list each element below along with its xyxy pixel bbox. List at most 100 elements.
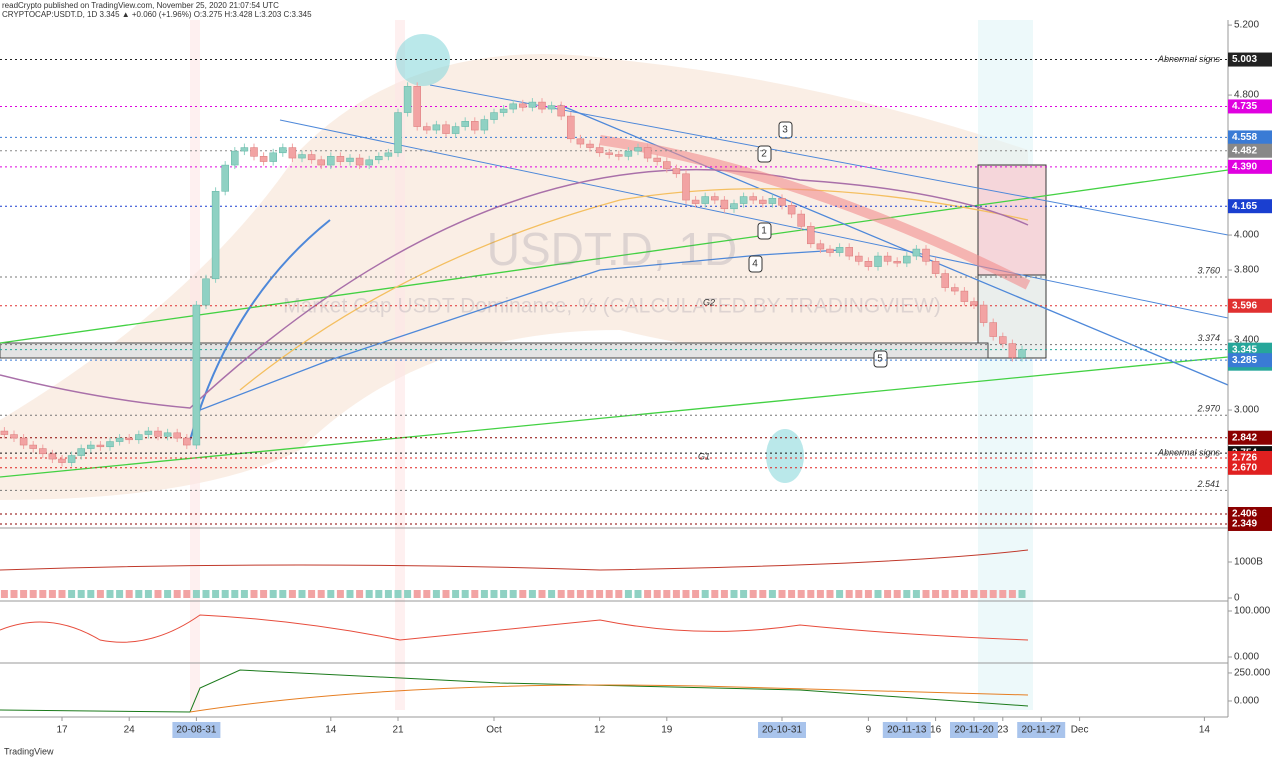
candle xyxy=(979,304,988,323)
volume-bar xyxy=(471,590,479,598)
volume-bar xyxy=(116,590,124,598)
footer-brand: TradingView xyxy=(4,746,54,756)
candle xyxy=(317,159,325,166)
candle xyxy=(547,105,556,110)
candle xyxy=(711,196,719,201)
candle xyxy=(384,152,393,157)
volume-bar xyxy=(423,590,431,598)
volume-bar xyxy=(375,590,383,598)
callout-label: 2 xyxy=(761,149,767,160)
candle xyxy=(365,159,373,166)
price-badge xyxy=(1228,130,1272,145)
volume-bar xyxy=(711,590,719,598)
volume-bar xyxy=(912,590,920,598)
volume-bar xyxy=(576,590,584,598)
volume-bar xyxy=(548,590,556,598)
candle xyxy=(615,154,623,157)
candle xyxy=(634,147,642,152)
volume-bar xyxy=(39,590,47,598)
candle xyxy=(231,150,239,166)
volume-ma xyxy=(0,549,1029,571)
volume-bar xyxy=(970,590,978,598)
candle xyxy=(173,432,181,439)
pane-tick-label: 100.000 xyxy=(1234,606,1271,617)
volume-bar xyxy=(759,590,767,598)
level-name: Abnormal signs xyxy=(1157,447,1221,457)
volume-bar xyxy=(500,590,508,598)
price-badge xyxy=(1228,353,1272,368)
price-badge-label: 4.735 xyxy=(1232,101,1257,112)
y-tick-label: 3.400 xyxy=(1234,335,1259,346)
volume-bar xyxy=(317,590,325,598)
candle xyxy=(451,126,460,134)
volume-bar xyxy=(394,590,402,598)
volume-bar xyxy=(10,590,18,598)
pane-tick-label: 250.000 xyxy=(1234,668,1271,679)
price-badge xyxy=(1228,430,1272,445)
candle xyxy=(749,196,757,201)
volume-bar xyxy=(298,590,306,598)
candle xyxy=(989,322,997,337)
volume-bar xyxy=(749,590,757,598)
x-tick-label: Dec xyxy=(1071,725,1089,736)
volume-bar xyxy=(1018,590,1026,598)
candle xyxy=(605,152,613,155)
volume-bar xyxy=(692,590,700,598)
candle xyxy=(106,441,114,448)
callout-label: 4 xyxy=(752,259,758,270)
candle xyxy=(576,138,585,145)
candle xyxy=(567,115,575,140)
price-badge-label: 3.596 xyxy=(1232,300,1257,311)
candle xyxy=(691,199,700,204)
volume-bar xyxy=(221,590,229,598)
candle xyxy=(759,199,767,204)
volume-bar xyxy=(653,590,661,598)
candle xyxy=(682,173,690,201)
date-badge xyxy=(1017,722,1066,738)
price-badge-label: 2.406 xyxy=(1232,509,1257,520)
candle xyxy=(87,444,95,449)
volume-bar xyxy=(432,590,440,598)
x-tick-label: 14 xyxy=(325,725,337,736)
price-badge xyxy=(1228,298,1272,313)
volume-bar xyxy=(452,590,460,598)
volume-bar xyxy=(308,590,316,598)
volume-bar xyxy=(1008,590,1016,598)
candle xyxy=(643,147,652,159)
candle xyxy=(115,437,124,442)
volume-bar xyxy=(730,590,738,598)
candle xyxy=(394,112,402,154)
volume-bar xyxy=(903,590,911,598)
volume-bar xyxy=(336,590,344,598)
volume-bar xyxy=(96,590,104,598)
annotation: G2 xyxy=(703,297,715,307)
volume-bar xyxy=(346,590,354,598)
date-badge xyxy=(172,722,221,738)
candle xyxy=(259,156,268,162)
volume-bar xyxy=(48,590,56,598)
volume-bar xyxy=(404,590,412,598)
price-badge-label: 3.345 xyxy=(1232,344,1257,355)
price-badge-label: 5.003 xyxy=(1232,54,1257,65)
level-name: Abnormal signs xyxy=(1157,54,1221,64)
volume-bar xyxy=(68,590,76,598)
callouts xyxy=(748,121,888,368)
candle xyxy=(509,103,517,110)
pane-tick-label: 0 xyxy=(1234,593,1240,604)
candle xyxy=(672,168,681,175)
watermark-symbol: USDT.D, 1D xyxy=(487,223,737,275)
volume-bar xyxy=(768,590,776,598)
candle xyxy=(10,434,18,439)
level-label: 2.970 xyxy=(1196,404,1220,414)
candle xyxy=(413,86,421,127)
volume-bar xyxy=(183,590,191,598)
candle xyxy=(336,156,345,162)
callout-label: 5 xyxy=(877,354,883,365)
candle xyxy=(787,205,796,215)
candle xyxy=(211,191,220,280)
candle xyxy=(77,448,85,456)
volume-bar xyxy=(682,590,690,598)
x-tick-label: 20-08-31 xyxy=(176,725,216,736)
candle xyxy=(624,150,633,157)
x-tick-label: 20-11-20 xyxy=(954,725,994,736)
